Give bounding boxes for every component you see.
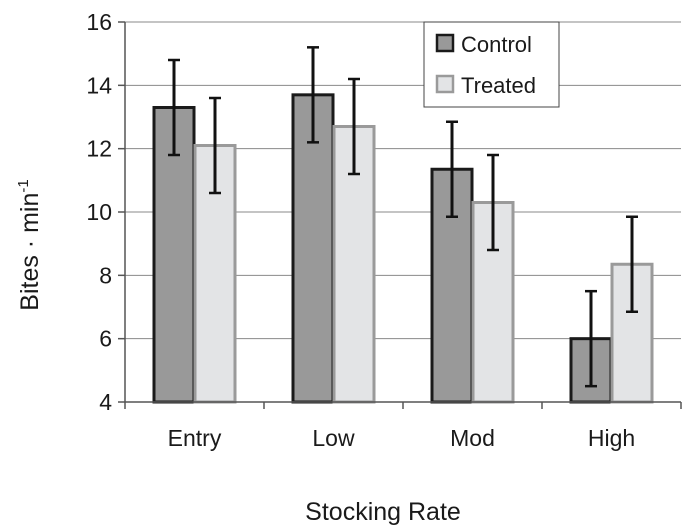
bars: [152, 93, 654, 404]
legend: Control Treated: [423, 21, 560, 108]
legend-swatch-treated: [435, 74, 455, 94]
legend-label-treated: Treated: [461, 73, 536, 98]
y-tick-label: 12: [86, 136, 112, 162]
y-tick-labels: 4 6 8 10 12 14 16: [86, 9, 112, 415]
y-tick-label: 10: [86, 199, 112, 225]
y-axis-title-main: Bites · min: [16, 193, 44, 311]
y-tick-label: 6: [99, 326, 112, 352]
y-tick-label: 4: [99, 389, 112, 415]
x-tick-label: Mod: [450, 425, 495, 451]
y-tick-label: 14: [86, 72, 112, 98]
y-tick-label: 16: [86, 9, 112, 35]
x-tick-labels: Entry Low Mod High: [168, 425, 636, 451]
legend-label-control: Control: [461, 32, 532, 57]
x-axis-title: Stocking Rate: [305, 498, 461, 526]
y-axis-title-superscript: -1: [15, 179, 32, 192]
error-bars: [168, 46, 638, 388]
y-tick-label: 8: [99, 262, 112, 288]
x-tick-label: High: [588, 425, 635, 451]
x-tick-label: Low: [312, 425, 355, 451]
x-tick-label: Entry: [168, 425, 222, 451]
y-axis-title: Bites · min-1: [15, 179, 44, 310]
legend-swatch-control: [435, 33, 455, 53]
axes: [118, 21, 682, 409]
